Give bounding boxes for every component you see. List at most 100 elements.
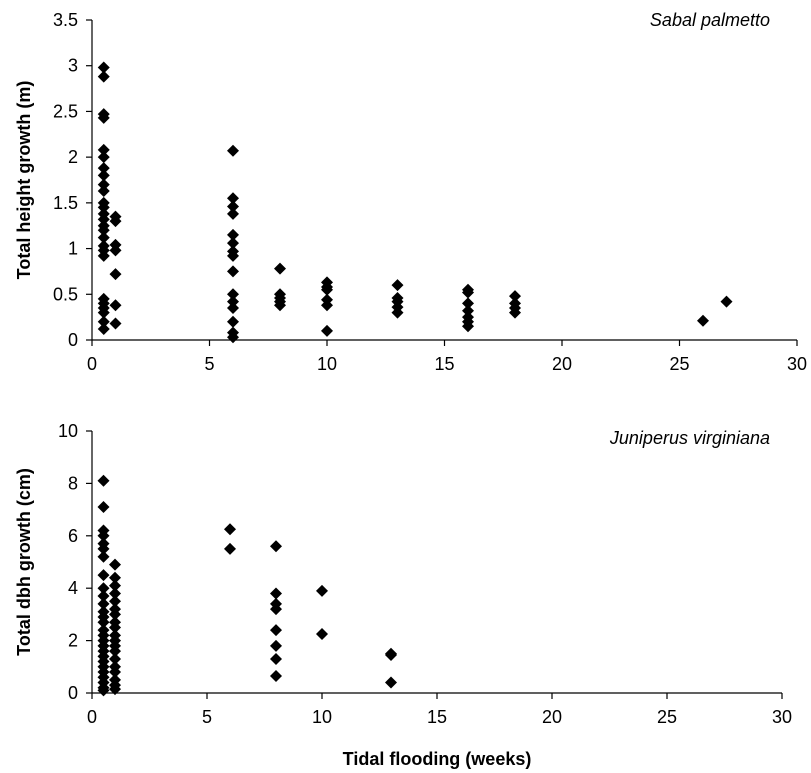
data-point [97, 213, 110, 226]
data-point [109, 621, 121, 634]
data-point [321, 299, 333, 312]
data-point [97, 474, 110, 487]
data-point [97, 169, 110, 182]
x-tick-label: 15 [434, 354, 454, 374]
y-tick-label: 3.5 [53, 10, 78, 30]
y-tick-label: 10 [58, 421, 78, 441]
data-point [697, 314, 709, 327]
x-axis-ticks: 0 5 10 15 20 25 30 [87, 693, 792, 727]
data-point [97, 550, 110, 563]
y-tick-label: 4 [68, 578, 78, 598]
x-tick-label: 20 [552, 354, 572, 374]
data-point [97, 323, 110, 336]
data-point [97, 61, 110, 74]
data-point [227, 144, 239, 157]
x-axis-title: Tidal flooding (weeks) [343, 749, 532, 769]
data-point [109, 317, 122, 330]
data-markers [97, 474, 397, 697]
y-axis-title: Total dbh growth (cm) [14, 468, 34, 656]
data-point [270, 639, 282, 652]
chart-panel-sabal-palmetto: 0 0.5 1 1.5 2 2.5 3 3.5 0 5 10 15 20 25 30 Sabal palm… [14, 10, 807, 374]
data-point [97, 306, 110, 319]
y-tick-label: 1.5 [53, 193, 78, 213]
data-point [97, 616, 110, 629]
data-point [97, 529, 110, 542]
data-point [720, 295, 733, 308]
y-tick-label: 3 [68, 56, 78, 76]
data-point [97, 178, 110, 191]
data-point [391, 279, 404, 292]
data-point [109, 645, 121, 658]
species-annotation: Sabal palmetto [650, 10, 770, 30]
data-point [97, 500, 110, 513]
data-point [109, 268, 122, 281]
y-tick-label: 0 [68, 330, 78, 350]
x-tick-label: 10 [312, 707, 332, 727]
x-axis-ticks: 0 5 10 15 20 25 30 [87, 340, 807, 374]
x-tick-label: 30 [787, 354, 807, 374]
x-tick-label: 0 [87, 707, 97, 727]
data-point [97, 231, 110, 244]
data-point [462, 320, 474, 333]
data-point [227, 331, 239, 344]
y-tick-label: 2 [68, 631, 78, 651]
data-point [109, 558, 121, 571]
y-axis-ticks: 0 0.5 1 1.5 2 2.5 3 3.5 [53, 10, 92, 350]
x-tick-label: 0 [87, 354, 97, 374]
y-tick-label: 0 [68, 683, 78, 703]
data-point [109, 652, 121, 665]
data-point [270, 603, 282, 616]
y-tick-label: 8 [68, 473, 78, 493]
data-point [97, 542, 110, 555]
x-tick-label: 25 [657, 707, 677, 727]
data-point [97, 249, 110, 262]
data-point [109, 683, 121, 696]
data-point [97, 590, 110, 603]
data-point [316, 584, 328, 597]
data-point [227, 302, 239, 314]
data-point [97, 111, 110, 124]
data-point [109, 244, 122, 257]
data-point [321, 324, 333, 337]
data-point [274, 299, 286, 312]
data-point [462, 297, 474, 310]
data-point [97, 684, 110, 697]
y-axis-title: Total height growth (m) [14, 81, 34, 280]
data-point [227, 192, 239, 205]
data-point [385, 649, 397, 662]
data-point [270, 669, 282, 682]
data-point [227, 288, 239, 301]
data-point [509, 290, 521, 303]
data-point [270, 624, 282, 637]
data-point [321, 283, 333, 296]
data-point [385, 676, 397, 689]
data-point [97, 162, 110, 175]
data-point [109, 571, 121, 584]
species-annotation: Juniperus virginiana [609, 428, 770, 448]
data-point [227, 200, 239, 213]
data-point [391, 306, 404, 319]
y-tick-label: 2.5 [53, 101, 78, 121]
y-tick-label: 6 [68, 526, 78, 546]
data-point [97, 70, 110, 83]
y-tick-label: 2 [68, 147, 78, 167]
data-markers [97, 61, 733, 344]
x-tick-label: 10 [317, 354, 337, 374]
data-point [97, 151, 110, 164]
data-point [270, 652, 282, 665]
data-point [274, 262, 286, 275]
data-point [109, 608, 121, 621]
x-tick-label: 30 [772, 707, 792, 727]
data-point [227, 265, 239, 278]
data-point [316, 628, 328, 641]
data-point [97, 184, 110, 197]
y-tick-label: 0.5 [53, 284, 78, 304]
data-point [97, 224, 110, 237]
data-point [97, 582, 110, 595]
data-point [109, 215, 122, 228]
data-point [97, 143, 110, 156]
data-point [109, 299, 122, 312]
data-point [227, 249, 239, 262]
x-tick-label: 15 [427, 707, 447, 727]
